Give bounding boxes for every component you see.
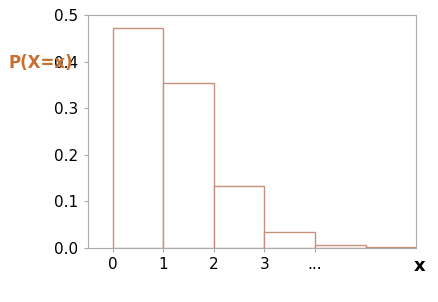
Bar: [113, 28, 163, 248]
Text: x: x: [413, 257, 425, 275]
Bar: [214, 186, 265, 248]
Bar: [366, 247, 416, 248]
Bar: [315, 245, 366, 248]
Text: P(X=x): P(X=x): [9, 54, 74, 72]
Bar: [163, 83, 214, 248]
Bar: [265, 232, 315, 248]
